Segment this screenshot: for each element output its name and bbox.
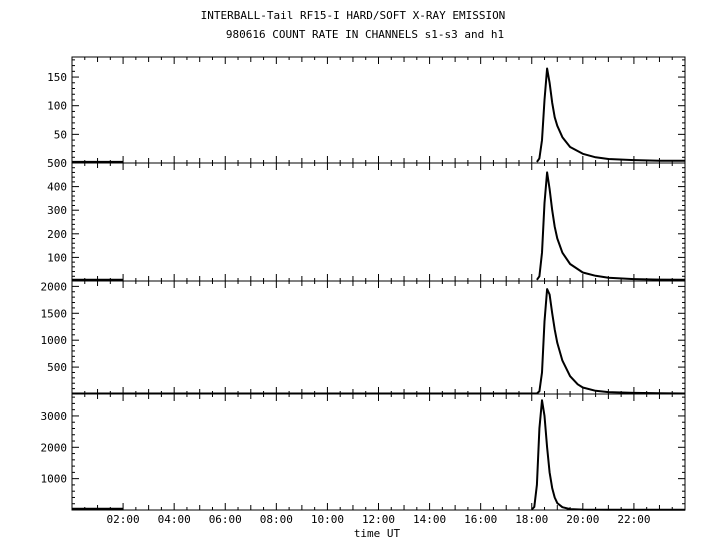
x-tick-label: 20:00 — [566, 513, 599, 526]
y-tick-label: 50 — [54, 128, 67, 141]
panel-frame — [71, 393, 686, 511]
y-tick-label: 500 — [47, 157, 67, 170]
x-tick-label: 10:00 — [311, 513, 344, 526]
x-tick-label: 22:00 — [617, 513, 650, 526]
y-tick-label: 1000 — [41, 334, 68, 347]
y-tick-label: 1500 — [41, 307, 68, 320]
panel-3: 500 1000 1500 2000 — [41, 280, 686, 395]
x-tick-label: 04:00 — [158, 513, 191, 526]
x-axis-label: time UT — [354, 527, 401, 540]
panel-frame — [71, 162, 686, 282]
x-tick-label: 18:00 — [515, 513, 548, 526]
panel-4: 1000 2000 3000 — [41, 393, 686, 511]
x-tick-label: 16:00 — [464, 513, 497, 526]
y-tick-label: 100 — [47, 251, 67, 264]
x-tick-label: 14:00 — [413, 513, 446, 526]
x-tick-label: 08:00 — [260, 513, 293, 526]
panels-group: 5010015010020030040050050010001500200010… — [41, 56, 686, 511]
y-tick-label: 2000 — [41, 441, 68, 454]
x-tick-label: 02:00 — [107, 513, 140, 526]
y-tick-label: 100 — [47, 100, 67, 113]
y-tick-label: 400 — [47, 181, 67, 194]
panel-1: 50 100 150 — [47, 56, 686, 164]
y-tick-label: 300 — [47, 204, 67, 217]
chart-title: INTERBALL-Tail RF15-I HARD/SOFT X-RAY EM… — [201, 9, 506, 22]
series-line — [536, 171, 686, 281]
y-tick-label: 200 — [47, 228, 67, 241]
series-line — [536, 67, 685, 163]
panel-frame — [71, 280, 686, 395]
x-tick-label: 12:00 — [362, 513, 395, 526]
y-tick-label: 2000 — [41, 280, 68, 293]
x-tick-labels: 02:00 04:00 06:00 08:00 10:00 12:00 14:00 16:00… — [107, 513, 651, 526]
x-tick-label: 06:00 — [209, 513, 242, 526]
panel-frame — [71, 56, 686, 164]
series-line — [531, 399, 685, 511]
panel-2: 100 200 300 400 500 — [47, 157, 686, 282]
y-tick-label: 3000 — [41, 410, 68, 423]
chart-subtitle: 980616 COUNT RATE IN CHANNELS s1-s3 and … — [226, 28, 504, 41]
y-tick-label: 1000 — [41, 473, 68, 486]
y-tick-label: 500 — [47, 361, 67, 374]
series-line — [72, 288, 686, 395]
y-tick-label: 150 — [47, 71, 67, 84]
